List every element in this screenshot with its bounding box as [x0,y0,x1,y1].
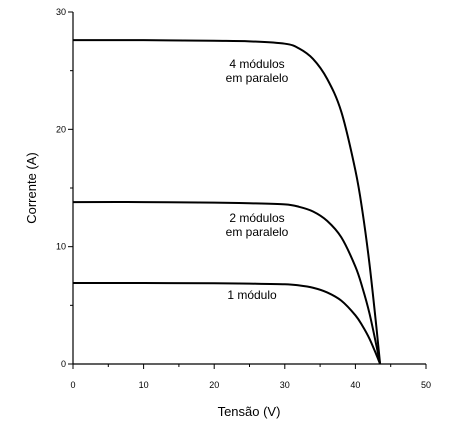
series-line-3 [72,282,382,365]
series-line-2 [72,201,382,365]
series-label-line: 2 módulos [229,211,284,225]
ticks: 0 10 20 30 40 50 0 10 20 30 [56,7,431,390]
x-axis-title: Tensão (V) [218,404,281,419]
y-tick-label: 20 [56,124,66,134]
series-line-1 [72,39,382,365]
y-tick-label: 30 [56,7,66,17]
series-label-line: em paralelo [226,225,289,239]
y-tick-label: 0 [61,359,66,369]
series-label-1: 4 módulos em paralelo [226,57,289,85]
x-tick-label: 30 [280,380,290,390]
x-tick-label: 40 [350,380,360,390]
series-label-line: 4 módulos [229,57,284,71]
x-tick-label: 50 [421,380,431,390]
series-label-line: 1 módulo [227,288,277,302]
curves [72,39,382,365]
y-axis-title: Corrente (A) [24,152,39,224]
x-tick-label: 10 [139,380,149,390]
x-tick-label: 0 [70,380,75,390]
y-tick-label: 10 [56,242,66,252]
series-label-line: em paralelo [226,71,289,85]
series-label-2: 2 módulos em paralelo [226,211,289,239]
series-label-3: 1 módulo [227,288,277,302]
x-tick-label: 20 [209,380,219,390]
